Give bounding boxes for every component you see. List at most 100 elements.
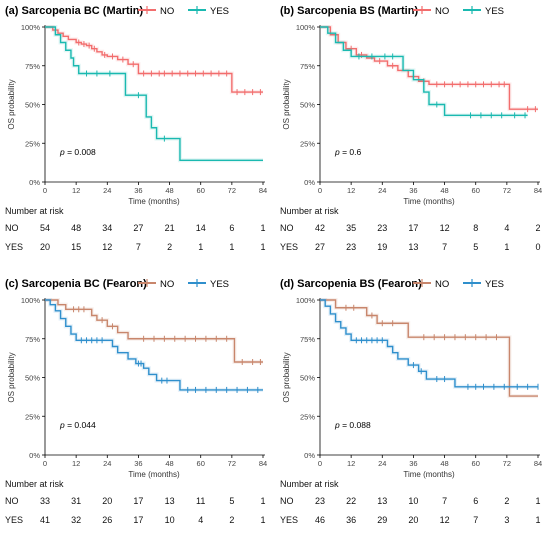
risk-cell: 1 xyxy=(229,242,234,252)
risk-cell: 41 xyxy=(40,515,50,525)
risk-cell: 5 xyxy=(229,496,234,506)
p-value-symbol: p xyxy=(334,147,340,157)
risk-cell: 15 xyxy=(71,242,81,252)
x-tick-label: 24 xyxy=(103,186,111,195)
risk-cell: 4 xyxy=(198,515,203,525)
km-chart-2: (c) Sarcopenia BC (Fearon) NO YES 0% 25% 50% 7… xyxy=(5,278,267,525)
y-axis-label: OS probability xyxy=(282,352,291,402)
x-tick-label: 72 xyxy=(228,186,236,195)
risk-cell: 7 xyxy=(473,515,478,525)
km-curve-yes xyxy=(320,299,538,388)
risk-cell: 20 xyxy=(102,496,112,506)
risk-cell: 17 xyxy=(133,515,143,525)
series-no xyxy=(45,298,263,365)
p-value-equals: = xyxy=(65,420,75,430)
x-tick-label: 0 xyxy=(43,186,47,195)
risk-cell: 54 xyxy=(40,223,50,233)
risk-cell: 8 xyxy=(473,223,478,233)
y-tick-label: 0% xyxy=(29,178,40,187)
risk-cell: 13 xyxy=(377,496,387,506)
risk-row-label: YES xyxy=(5,515,23,525)
risk-cell: 13 xyxy=(165,496,175,506)
x-tick-label: 0 xyxy=(318,186,322,195)
y-tick-label: 100% xyxy=(296,23,316,32)
p-value-number: 0.6 xyxy=(349,147,361,157)
risk-cell: 13 xyxy=(408,242,418,252)
x-tick-label: 36 xyxy=(409,186,417,195)
p-value-symbol: p xyxy=(59,147,65,157)
p-value-equals: = xyxy=(340,147,350,157)
risk-cell: 5 xyxy=(473,242,478,252)
panel-title: (b) Sarcopenia BS (Martin) xyxy=(280,5,418,17)
risk-cell: 34 xyxy=(102,223,112,233)
risk-cell: 7 xyxy=(136,242,141,252)
y-tick-label: 25% xyxy=(25,412,40,421)
risk-cell: 7 xyxy=(442,496,447,506)
x-tick-label: 0 xyxy=(318,459,322,468)
risk-cell: 1 xyxy=(535,496,540,506)
legend-label-no: NO xyxy=(160,6,174,17)
risk-cell: 26 xyxy=(102,515,112,525)
km-panel-2: (c) Sarcopenia BC (Fearon) NO YES 0% 25% 50% 7… xyxy=(0,273,275,545)
risk-cell: 22 xyxy=(346,496,356,506)
series-no xyxy=(320,298,538,399)
risk-cell: 27 xyxy=(315,242,325,252)
x-tick-label: 12 xyxy=(347,186,355,195)
risk-cell: 4 xyxy=(504,223,509,233)
legend-label-no: NO xyxy=(435,279,449,290)
km-curve-yes xyxy=(45,26,263,161)
risk-cell: 31 xyxy=(71,496,81,506)
risk-table-title: Number at risk xyxy=(280,206,339,216)
x-tick-label: 60 xyxy=(472,186,480,195)
series-yes xyxy=(45,25,263,163)
risk-cell: 1 xyxy=(260,223,265,233)
x-axis-label: Time (months) xyxy=(403,197,455,206)
risk-cell: 1 xyxy=(198,242,203,252)
risk-cell: 23 xyxy=(377,223,387,233)
x-tick-label: 12 xyxy=(347,459,355,468)
risk-table-title: Number at risk xyxy=(5,479,64,489)
x-tick-label: 36 xyxy=(409,459,417,468)
risk-cell: 21 xyxy=(165,223,175,233)
y-axis-label: OS probability xyxy=(7,79,16,129)
risk-cell: 36 xyxy=(346,515,356,525)
ci-band-yes xyxy=(45,298,263,392)
risk-row-label: YES xyxy=(5,242,23,252)
p-value-number: 0.044 xyxy=(74,420,96,430)
km-chart-3: (d) Sarcopenia BS (Fearon) NO YES 0% 25% 50% 7… xyxy=(280,278,542,525)
series-no xyxy=(45,25,263,96)
risk-cell: 23 xyxy=(315,496,325,506)
x-tick-label: 60 xyxy=(197,459,205,468)
risk-cell: 19 xyxy=(377,242,387,252)
risk-cell: 17 xyxy=(408,223,418,233)
risk-cell: 6 xyxy=(229,223,234,233)
km-panel-0: (a) Sarcopenia BC (Martin) NO YES 0% 25% 50% 7… xyxy=(0,0,275,272)
series-yes xyxy=(45,298,263,393)
x-tick-label: 48 xyxy=(440,459,448,468)
x-tick-label: 84 xyxy=(534,459,542,468)
km-curve-no xyxy=(45,26,263,93)
legend-label-yes: YES xyxy=(210,279,229,290)
y-axis-label: OS probability xyxy=(7,352,16,402)
ci-band-yes xyxy=(320,298,538,389)
x-tick-label: 84 xyxy=(534,186,542,195)
risk-cell: 2 xyxy=(229,515,234,525)
risk-cell: 11 xyxy=(196,496,205,506)
risk-cell: 3 xyxy=(504,515,509,525)
y-tick-label: 50% xyxy=(25,374,40,383)
x-tick-label: 48 xyxy=(440,186,448,195)
km-chart-0: (a) Sarcopenia BC (Martin) NO YES 0% 25% 50% 7… xyxy=(5,5,267,252)
risk-table-title: Number at risk xyxy=(5,206,64,216)
series-yes xyxy=(320,25,528,119)
p-value-equals: = xyxy=(340,420,350,430)
risk-cell: 35 xyxy=(346,223,356,233)
x-tick-label: 60 xyxy=(472,459,480,468)
risk-cell: 23 xyxy=(346,242,356,252)
y-tick-label: 25% xyxy=(300,412,315,421)
x-tick-label: 84 xyxy=(259,459,267,468)
y-tick-label: 0% xyxy=(304,451,315,460)
risk-cell: 14 xyxy=(196,223,206,233)
risk-table-title: Number at risk xyxy=(280,479,339,489)
risk-cell: 2 xyxy=(535,223,540,233)
x-axis-label: Time (months) xyxy=(403,470,455,479)
